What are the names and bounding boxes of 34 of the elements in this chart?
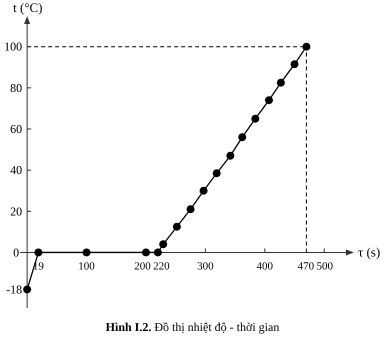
point — [290, 60, 299, 68]
x-tick-label: 220 — [153, 260, 170, 272]
point — [238, 133, 246, 142]
x-tick-label: 300 — [197, 260, 214, 272]
point — [302, 42, 310, 51]
x-axis-title: τ (s) — [358, 244, 380, 260]
point — [186, 205, 195, 214]
point — [200, 186, 208, 195]
y-axis-title: t (°C) — [13, 0, 43, 15]
y-tick-label: 60 — [10, 122, 22, 136]
point — [212, 169, 221, 178]
point — [226, 152, 234, 160]
x-tick-label: 200 — [134, 260, 152, 272]
x-tick-label: 470 — [298, 260, 315, 272]
x-tick-label: 500 — [316, 260, 334, 272]
y-tick-label: 40 — [10, 163, 22, 178]
x-tick-label: 100 — [78, 260, 96, 272]
text: Hình I.2. Đồ thị nhiệt độ - thời gian — [106, 320, 280, 334]
point — [264, 96, 273, 104]
point — [154, 248, 162, 256]
y-tick-label: 100 — [4, 40, 22, 54]
point — [142, 248, 150, 256]
x-tick-label: 400 — [256, 260, 274, 272]
y-tick-label: 0 — [13, 245, 20, 260]
point — [23, 286, 32, 294]
point — [82, 248, 91, 256]
y-tick-label: 80 — [10, 80, 22, 95]
point — [172, 222, 181, 231]
y-tick-label: -18 — [6, 282, 22, 296]
point — [34, 248, 42, 256]
point — [159, 240, 168, 248]
y-tick-label: 20 — [10, 204, 22, 218]
point — [251, 114, 260, 123]
point — [276, 78, 285, 87]
